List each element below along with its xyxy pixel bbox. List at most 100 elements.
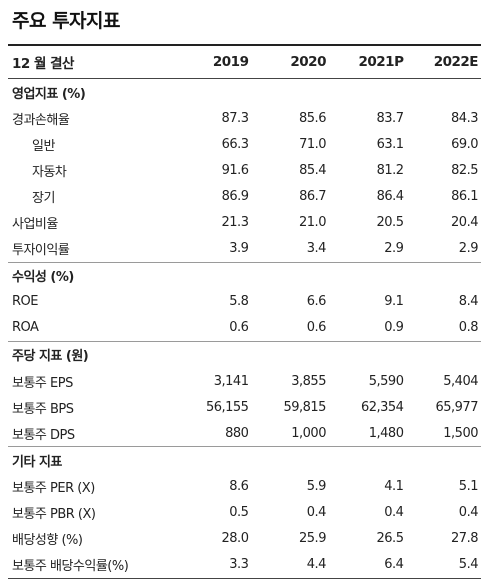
header-year: 2021P <box>358 54 404 70</box>
row-label: 사업비율 <box>12 217 58 233</box>
value-cell: 8.4 <box>458 294 479 310</box>
row-label: 보통주 BPS <box>12 401 74 417</box>
table-row: 장기 86.9 86.7 86.4 86.1 <box>8 183 481 209</box>
value-cell: 83.7 <box>376 110 404 126</box>
value-cell: 8.6 <box>229 478 249 494</box>
row-label: 자동차 <box>32 164 67 180</box>
value-cell: 9.1 <box>384 294 404 310</box>
value-cell: 27.8 <box>451 531 478 547</box>
value-cell: 3,141 <box>213 373 249 389</box>
value-cell: 85.6 <box>299 110 326 126</box>
value-cell: 0.6 <box>229 320 249 336</box>
value-cell: 63.1 <box>376 136 404 152</box>
section-label: 영업지표 (%) <box>12 86 86 102</box>
investment-indicators-table: 12 월 결산 2019 2020 2021P 2022E 영업지표 (%) 경과… <box>8 44 481 579</box>
row-label: 보통주 배당수익률(%) <box>12 559 129 575</box>
value-cell: 0.8 <box>458 320 479 336</box>
value-cell: 21.0 <box>299 215 326 231</box>
value-cell: 20.4 <box>451 215 478 231</box>
table-row: 일반 66.3 71.0 63.1 69.0 <box>8 131 481 157</box>
value-cell: 5.1 <box>458 478 479 494</box>
row-label: ROE <box>12 294 38 310</box>
value-cell: 0.6 <box>306 320 327 336</box>
value-cell: 86.1 <box>451 188 479 204</box>
row-label: 장기 <box>32 190 55 206</box>
section-header-row: 수익성 (%) <box>8 261 481 289</box>
table-row: 자동차 91.6 85.4 81.2 82.5 <box>8 157 481 183</box>
value-cell: 3.9 <box>229 241 249 257</box>
value-cell: 6.4 <box>384 557 404 573</box>
page-title: 주요 투자지표 <box>12 10 121 32</box>
value-cell: 5,590 <box>368 373 404 389</box>
value-cell: 0.9 <box>384 320 404 336</box>
section-header-row: 기타 지표 <box>8 446 481 473</box>
section-label: 주당 지표 (원) <box>12 349 89 365</box>
table-row: 보통주 배당수익률(%) 3.3 4.4 6.4 5.4 <box>8 552 481 578</box>
table-body: 영업지표 (%) 경과손해율 87.3 85.6 83.7 84.3 일반 66.3 71.0 6… <box>8 79 481 578</box>
value-cell: 86.4 <box>376 188 404 204</box>
value-cell: 81.2 <box>376 162 404 178</box>
table-row: 보통주 BPS 56,155 59,815 62,354 65,977 <box>8 394 481 420</box>
value-cell: 4.1 <box>384 478 404 494</box>
row-label: 경과손해율 <box>12 112 70 128</box>
value-cell: 3.3 <box>229 557 249 573</box>
value-cell: 84.3 <box>451 110 478 126</box>
row-label: 투자이익률 <box>12 243 70 259</box>
value-cell: 6.6 <box>306 294 327 310</box>
row-label: 보통주 PER (X) <box>12 480 95 496</box>
value-cell: 26.5 <box>376 531 404 547</box>
table-row: 투자이익률 3.9 3.4 2.9 2.9 <box>8 236 481 262</box>
value-cell: 85.4 <box>299 162 327 178</box>
value-cell: 1,480 <box>368 425 404 441</box>
value-cell: 0.4 <box>458 505 479 521</box>
value-cell: 69.0 <box>451 136 479 152</box>
table-row: 보통주 PBR (X) 0.5 0.4 0.4 0.4 <box>8 500 481 526</box>
value-cell: 4.4 <box>306 557 327 573</box>
value-cell: 87.3 <box>221 110 249 126</box>
table-row: 경과손해율 87.3 85.6 83.7 84.3 <box>8 105 481 131</box>
value-cell: 56,155 <box>205 399 249 415</box>
section-header-row: 주당 지표 (원) <box>8 340 481 368</box>
value-cell: 1,500 <box>443 425 478 441</box>
value-cell: 0.5 <box>229 505 249 521</box>
value-cell: 25.9 <box>299 531 326 547</box>
value-cell: 66.3 <box>221 136 249 152</box>
table-row: ROE 5.8 6.6 9.1 8.4 <box>8 289 481 315</box>
value-cell: 86.7 <box>299 188 327 204</box>
value-cell: 0.4 <box>306 505 327 521</box>
value-cell: 65,977 <box>435 399 478 415</box>
value-cell: 0.4 <box>384 505 404 521</box>
table-row: 보통주 PER (X) 8.6 5.9 4.1 5.1 <box>8 473 481 499</box>
header-label: 12 월 결산 <box>12 56 74 72</box>
value-cell: 1,000 <box>291 425 326 441</box>
table-row: 보통주 EPS 3,141 3,855 5,590 5,404 <box>8 368 481 394</box>
row-label: 보통주 EPS <box>12 375 73 391</box>
value-cell: 2.9 <box>384 241 404 257</box>
value-cell: 3,855 <box>291 373 326 389</box>
header-year: 2022E <box>433 54 479 70</box>
row-label: 배당성향 (%) <box>12 533 83 549</box>
value-cell: 91.6 <box>221 162 249 178</box>
value-cell: 59,815 <box>283 399 326 415</box>
table-header: 12 월 결산 2019 2020 2021P 2022E <box>8 46 481 79</box>
value-cell: 5,404 <box>443 373 478 389</box>
value-cell: 3.4 <box>306 241 327 257</box>
table-row: ROA 0.6 0.6 0.9 0.8 <box>8 315 481 341</box>
table-row: 보통주 DPS 880 1,000 1,480 1,500 <box>8 420 481 446</box>
value-cell: 2.9 <box>458 241 479 257</box>
section-header-row: 영업지표 (%) <box>8 79 481 105</box>
value-cell: 86.9 <box>221 188 249 204</box>
row-label: 일반 <box>32 138 55 154</box>
value-cell: 880 <box>225 425 249 441</box>
table-row: 사업비율 21.3 21.0 20.5 20.4 <box>8 209 481 235</box>
value-cell: 28.0 <box>221 531 249 547</box>
row-label: 보통주 DPS <box>12 427 75 443</box>
row-label: ROA <box>12 320 39 336</box>
value-cell: 20.5 <box>376 215 404 231</box>
value-cell: 62,354 <box>360 399 404 415</box>
header-year: 2020 <box>290 54 326 70</box>
value-cell: 71.0 <box>299 136 327 152</box>
value-cell: 5.9 <box>306 478 327 494</box>
header-year: 2019 <box>212 54 249 70</box>
section-label: 기타 지표 <box>12 454 62 470</box>
